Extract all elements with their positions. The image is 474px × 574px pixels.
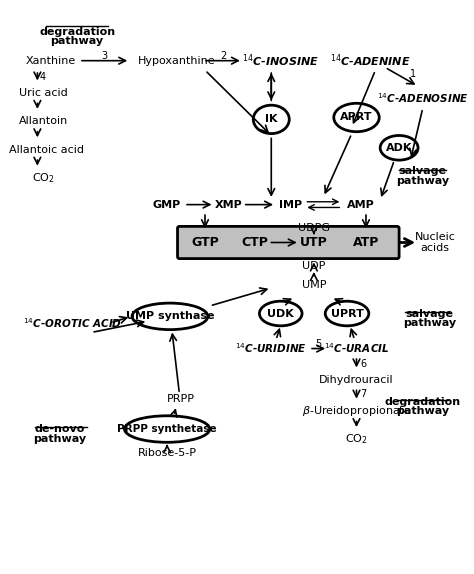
Text: UDK: UDK — [267, 308, 294, 319]
Text: PRPP: PRPP — [167, 394, 195, 404]
Text: Allantoin: Allantoin — [18, 117, 68, 126]
FancyBboxPatch shape — [178, 226, 399, 259]
Text: 4: 4 — [40, 72, 46, 82]
Text: $^{14}$C-URIDINE: $^{14}$C-URIDINE — [235, 342, 307, 355]
Text: 6: 6 — [360, 359, 366, 369]
Text: ADK: ADK — [386, 143, 412, 153]
Text: de-novo: de-novo — [35, 424, 85, 434]
Text: Nucleic
acids: Nucleic acids — [415, 232, 456, 253]
Text: pathway: pathway — [396, 176, 449, 186]
Text: $^{14}$C-ADENOSINE: $^{14}$C-ADENOSINE — [377, 92, 469, 106]
Text: UTP: UTP — [300, 236, 328, 249]
Text: Dihydrouracil: Dihydrouracil — [319, 375, 394, 385]
Text: GMP: GMP — [153, 200, 181, 210]
Text: Ribose-5-P: Ribose-5-P — [137, 448, 197, 457]
Text: IK: IK — [265, 114, 277, 125]
Text: $^{14}$C-INOSINE: $^{14}$C-INOSINE — [242, 52, 319, 69]
Text: UDPG: UDPG — [298, 223, 330, 233]
Text: 2: 2 — [220, 51, 226, 61]
Text: PRPP synthetase: PRPP synthetase — [117, 424, 217, 434]
Text: XMP: XMP — [215, 200, 243, 210]
Text: pathway: pathway — [403, 318, 456, 328]
Text: Allantoic acid: Allantoic acid — [9, 145, 84, 154]
Text: Uric acid: Uric acid — [18, 88, 67, 98]
Text: GTP: GTP — [191, 236, 219, 249]
Text: UMP synthase: UMP synthase — [126, 311, 214, 321]
Text: UPRT: UPRT — [330, 308, 364, 319]
Text: $^{14}$C-URACIL: $^{14}$C-URACIL — [324, 342, 389, 355]
Text: UMP: UMP — [301, 280, 326, 290]
Text: 3: 3 — [101, 51, 108, 61]
Text: salvage: salvage — [399, 166, 447, 176]
Text: AMP: AMP — [347, 200, 375, 210]
Text: Xanthine: Xanthine — [26, 56, 76, 65]
Text: ATP: ATP — [353, 236, 379, 249]
Text: degradation: degradation — [385, 397, 461, 406]
Text: $\beta$-Ureidopropionate: $\beta$-Ureidopropionate — [301, 404, 411, 418]
Text: UDP: UDP — [302, 261, 326, 271]
Text: pathway: pathway — [396, 406, 449, 416]
Text: APRT: APRT — [340, 113, 373, 122]
Text: 7: 7 — [360, 389, 366, 399]
Text: Hypoxanthine: Hypoxanthine — [138, 56, 215, 65]
Text: $^{14}$C-OROTIC ACID: $^{14}$C-OROTIC ACID — [23, 316, 122, 330]
Text: pathway: pathway — [34, 433, 87, 444]
Text: $^{14}$C-ADENINE: $^{14}$C-ADENINE — [330, 52, 411, 69]
Text: CTP: CTP — [242, 236, 269, 249]
Text: degradation: degradation — [39, 26, 115, 37]
Text: CO$_2$: CO$_2$ — [345, 433, 368, 447]
Text: salvage: salvage — [405, 308, 454, 319]
Text: 5: 5 — [316, 339, 322, 349]
Text: 1: 1 — [410, 69, 416, 79]
Text: pathway: pathway — [51, 36, 104, 46]
Text: IMP: IMP — [279, 200, 302, 210]
Text: CO$_2$: CO$_2$ — [32, 171, 55, 185]
